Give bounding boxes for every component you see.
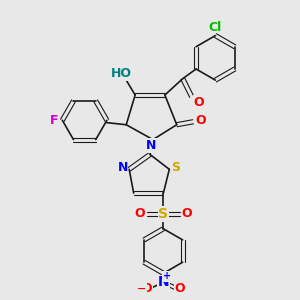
Text: S: S [171, 161, 180, 174]
Text: HO: HO [111, 67, 132, 80]
Text: Cl: Cl [209, 21, 222, 34]
Text: O: O [195, 114, 206, 127]
Text: S: S [158, 207, 168, 221]
Text: +: + [163, 271, 171, 281]
Text: N: N [118, 161, 128, 174]
Text: −: − [137, 284, 147, 294]
Text: O: O [182, 207, 193, 220]
Text: N: N [158, 275, 169, 289]
Text: O: O [194, 96, 204, 109]
Text: F: F [50, 114, 58, 127]
Text: O: O [174, 282, 185, 295]
Text: O: O [142, 282, 152, 295]
Text: O: O [134, 207, 145, 220]
Text: N: N [146, 139, 157, 152]
